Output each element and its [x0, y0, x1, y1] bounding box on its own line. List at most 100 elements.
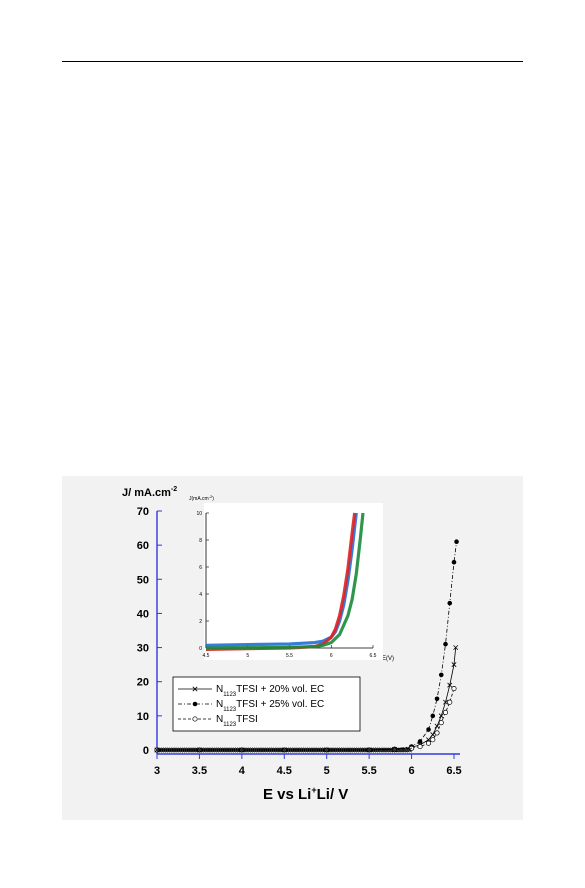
data-point — [273, 747, 279, 753]
data-point — [332, 747, 338, 753]
inset-x-tick-label: 6 — [330, 653, 333, 659]
data-point — [430, 732, 436, 738]
inset-y-tick-label: 4 — [199, 592, 202, 598]
data-point — [156, 747, 162, 753]
inset-y-tick-label: 10 — [196, 511, 202, 517]
data-point — [453, 645, 459, 651]
data-point — [175, 747, 181, 753]
data-point — [163, 747, 168, 753]
data-point — [345, 747, 351, 753]
main-x-tick-label: 4.5 — [277, 765, 292, 777]
legend-label: N1123TFSI + 20% vol. EC — [216, 684, 324, 698]
data-point — [201, 747, 207, 753]
data-point — [443, 641, 448, 647]
data-point — [400, 747, 406, 753]
data-point — [165, 747, 171, 753]
data-point — [235, 747, 241, 753]
data-point — [205, 747, 211, 753]
data-point — [438, 672, 444, 678]
inset-x-tick-label: 6.5 — [370, 653, 377, 659]
data-point — [199, 747, 205, 753]
data-point — [451, 662, 457, 668]
main-y-tick-label: 30 — [137, 643, 149, 655]
data-point — [294, 747, 300, 753]
data-point — [247, 747, 253, 753]
data-point — [417, 744, 423, 750]
main-y-tick-label: 0 — [143, 745, 149, 757]
inset-x-tick-label: 5.5 — [286, 653, 293, 659]
data-point — [262, 747, 268, 753]
data-point — [211, 747, 217, 753]
main-x-tick-label: 6.5 — [446, 765, 461, 777]
data-point — [434, 730, 440, 736]
inset-x-tick-label: 4.5 — [203, 653, 210, 659]
data-point — [224, 747, 230, 753]
data-point — [447, 699, 453, 705]
data-point — [402, 747, 408, 753]
data-point — [330, 747, 336, 753]
data-point — [241, 747, 247, 753]
inset-y-tick-label: 8 — [199, 538, 202, 544]
data-point — [434, 723, 440, 729]
data-point — [368, 747, 374, 753]
data-point — [311, 747, 317, 753]
data-point — [389, 747, 395, 753]
data-point — [228, 747, 234, 753]
data-point — [283, 747, 289, 753]
data-point — [334, 747, 340, 753]
data-point — [230, 747, 236, 753]
data-point — [171, 747, 177, 753]
data-point — [290, 747, 296, 753]
data-point — [245, 747, 251, 753]
data-point — [237, 747, 243, 753]
data-point — [286, 747, 292, 753]
data-point — [370, 747, 376, 753]
data-point — [167, 747, 173, 753]
data-point — [296, 747, 302, 753]
data-point — [182, 747, 188, 753]
inset-x-tick-label: 5 — [246, 653, 249, 659]
data-point — [387, 747, 393, 753]
data-point — [213, 747, 219, 753]
data-point — [343, 747, 349, 753]
data-point — [260, 747, 266, 753]
data-point — [451, 559, 457, 565]
data-point — [216, 747, 222, 753]
data-point — [379, 747, 385, 753]
data-point — [356, 747, 362, 753]
data-point — [339, 747, 345, 753]
data-point — [233, 747, 238, 753]
data-point — [309, 747, 315, 753]
main-x-tick-label: 3 — [154, 765, 160, 777]
data-point — [430, 713, 436, 719]
data-point — [271, 747, 277, 753]
data-point — [438, 713, 444, 719]
data-point — [442, 709, 449, 715]
data-point — [341, 747, 347, 753]
data-point — [220, 747, 226, 753]
data-point — [373, 747, 378, 753]
data-point — [417, 739, 423, 744]
data-point — [315, 747, 321, 753]
inset-y-axis-label: J(mA.cm-2) — [189, 494, 214, 502]
legend-label: N1123TFSI + 25% vol. EC — [216, 699, 324, 713]
data-point — [381, 747, 387, 753]
data-point — [398, 747, 404, 753]
data-point — [249, 747, 255, 753]
data-point — [454, 539, 459, 545]
data-point — [264, 747, 270, 753]
inset-series-line-2 — [205, 512, 365, 650]
data-point — [451, 685, 457, 692]
data-point — [336, 747, 342, 753]
data-point — [281, 747, 287, 753]
data-point — [196, 747, 202, 753]
data-point — [383, 747, 389, 753]
data-point — [319, 747, 325, 753]
main-y-axis-label: J/ mA.cm-2 — [122, 486, 177, 499]
main-y-tick-label: 60 — [137, 540, 149, 552]
data-point — [222, 747, 228, 753]
data-point — [385, 747, 391, 753]
data-point — [298, 747, 304, 753]
inset-y-tick-label: 6 — [199, 565, 202, 571]
